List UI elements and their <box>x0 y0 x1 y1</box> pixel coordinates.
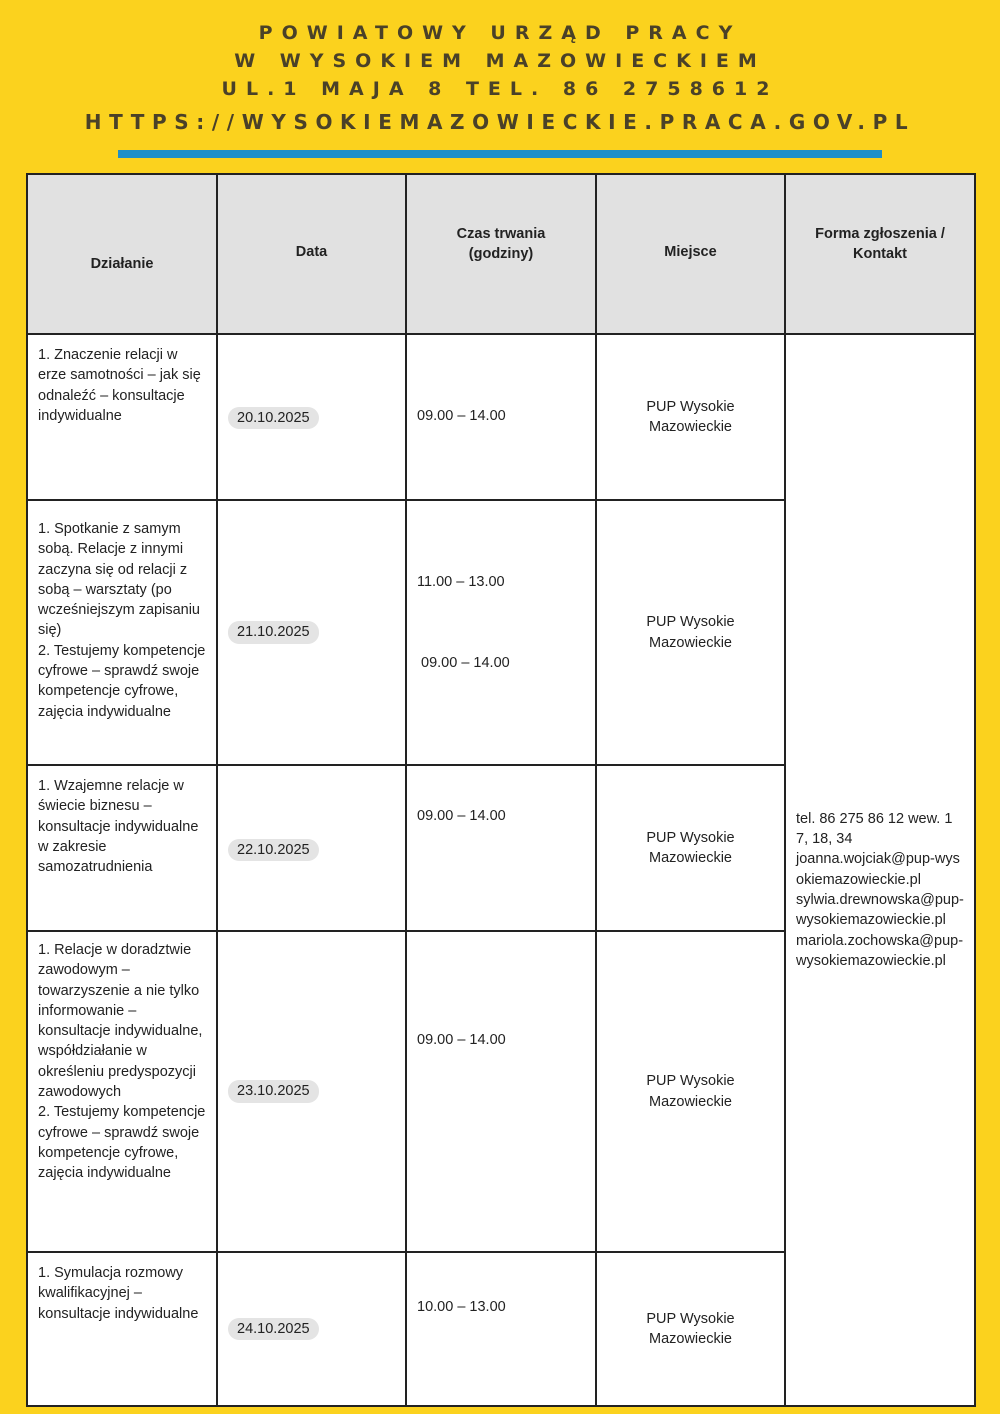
table-row: 1. Spotkanie z samym sobą. Relacje z inn… <box>26 499 975 766</box>
table-row: 1. Znaczenie relacji w erze samotności –… <box>26 333 976 1407</box>
table-row: 1. Symulacja rozmowy kwalifikacyjnej – k… <box>26 1251 975 1407</box>
office-location: W WYSOKIEM MAZOWIECKIEM <box>234 50 766 72</box>
date-badge: 20.10.2025 <box>228 406 319 430</box>
time-range: 09.00 – 14.00 <box>417 1032 506 1048</box>
activity-cell: 1. Wzajemne relacje w świecie biznesu – … <box>26 764 218 932</box>
table-row: 1. Wzajemne relacje w świecie biznesu – … <box>26 764 975 932</box>
date-badge: 21.10.2025 <box>228 621 319 644</box>
contact-email[interactable]: sylwia.drewnowska@pup-wysokiemazowieckie… <box>796 892 964 929</box>
office-website: HTTPS://WYSOKIEMAZOWIECKIE.PRACA.GOV.PL <box>84 110 916 134</box>
column-header-place: Miejsce <box>595 173 786 335</box>
activity-cell: 1. Relacje w doradztwie zawodowym – towa… <box>26 930 218 1253</box>
activity-cell: 1. Symulacja rozmowy kwalifikacyjnej – k… <box>26 1251 218 1407</box>
place-cell: PUP Wysokie Mazowieckie <box>595 499 786 766</box>
date-badge: 24.10.2025 <box>228 1317 319 1341</box>
time-range: 09.00 – 14.00 <box>417 407 506 424</box>
time-range: 09.00 – 14.00 <box>421 654 510 671</box>
column-header-activity: Działanie <box>26 173 218 335</box>
activity-cell: 1. Spotkanie z samym sobą. Relacje z inn… <box>26 499 218 766</box>
contact-email[interactable]: joanna.wojciak@pup-wysokiemazowieckie.pl <box>796 851 960 888</box>
column-header-contact: Forma zgłoszenia / Kontakt <box>784 173 976 335</box>
activity-cell: 1. Znaczenie relacji w erze samotności –… <box>26 333 218 501</box>
column-header-duration: Czas trwania (godziny) <box>405 173 597 335</box>
table-header-row: Działanie Data Czas trwania (godziny) Mi… <box>26 173 976 335</box>
contact-email[interactable]: mariola.zochowska@pup-wysokiemazowieckie… <box>796 932 964 969</box>
time-range: 10.00 – 13.00 <box>417 1299 506 1315</box>
column-header-date: Data <box>216 173 407 335</box>
office-address: UL.1 MAJA 8 TEL. 86 2758612 <box>221 78 779 100</box>
place-cell: PUP Wysokie Mazowieckie <box>595 333 786 501</box>
place-cell: PUP Wysokie Mazowieckie <box>595 930 786 1253</box>
contact-cell: tel. 86 275 86 12 wew. 17, 18, 34 joanna… <box>784 333 976 1407</box>
office-name: POWIATOWY URZĄD PRACY <box>258 22 742 44</box>
date-badge: 23.10.2025 <box>228 1080 319 1103</box>
place-cell: PUP Wysokie Mazowieckie <box>595 764 786 932</box>
accent-divider <box>118 150 882 158</box>
schedule-table: Działanie Data Czas trwania (godziny) Mi… <box>26 173 976 1407</box>
time-range: 09.00 – 14.00 <box>417 808 506 824</box>
date-badge: 22.10.2025 <box>228 838 319 862</box>
place-cell: PUP Wysokie Mazowieckie <box>595 1251 786 1407</box>
table-row: 1. Relacje w doradztwie zawodowym – towa… <box>26 930 975 1253</box>
time-range: 11.00 – 13.00 <box>417 574 505 591</box>
contact-phone: tel. 86 275 86 12 wew. 17, 18, 34 <box>796 810 953 848</box>
